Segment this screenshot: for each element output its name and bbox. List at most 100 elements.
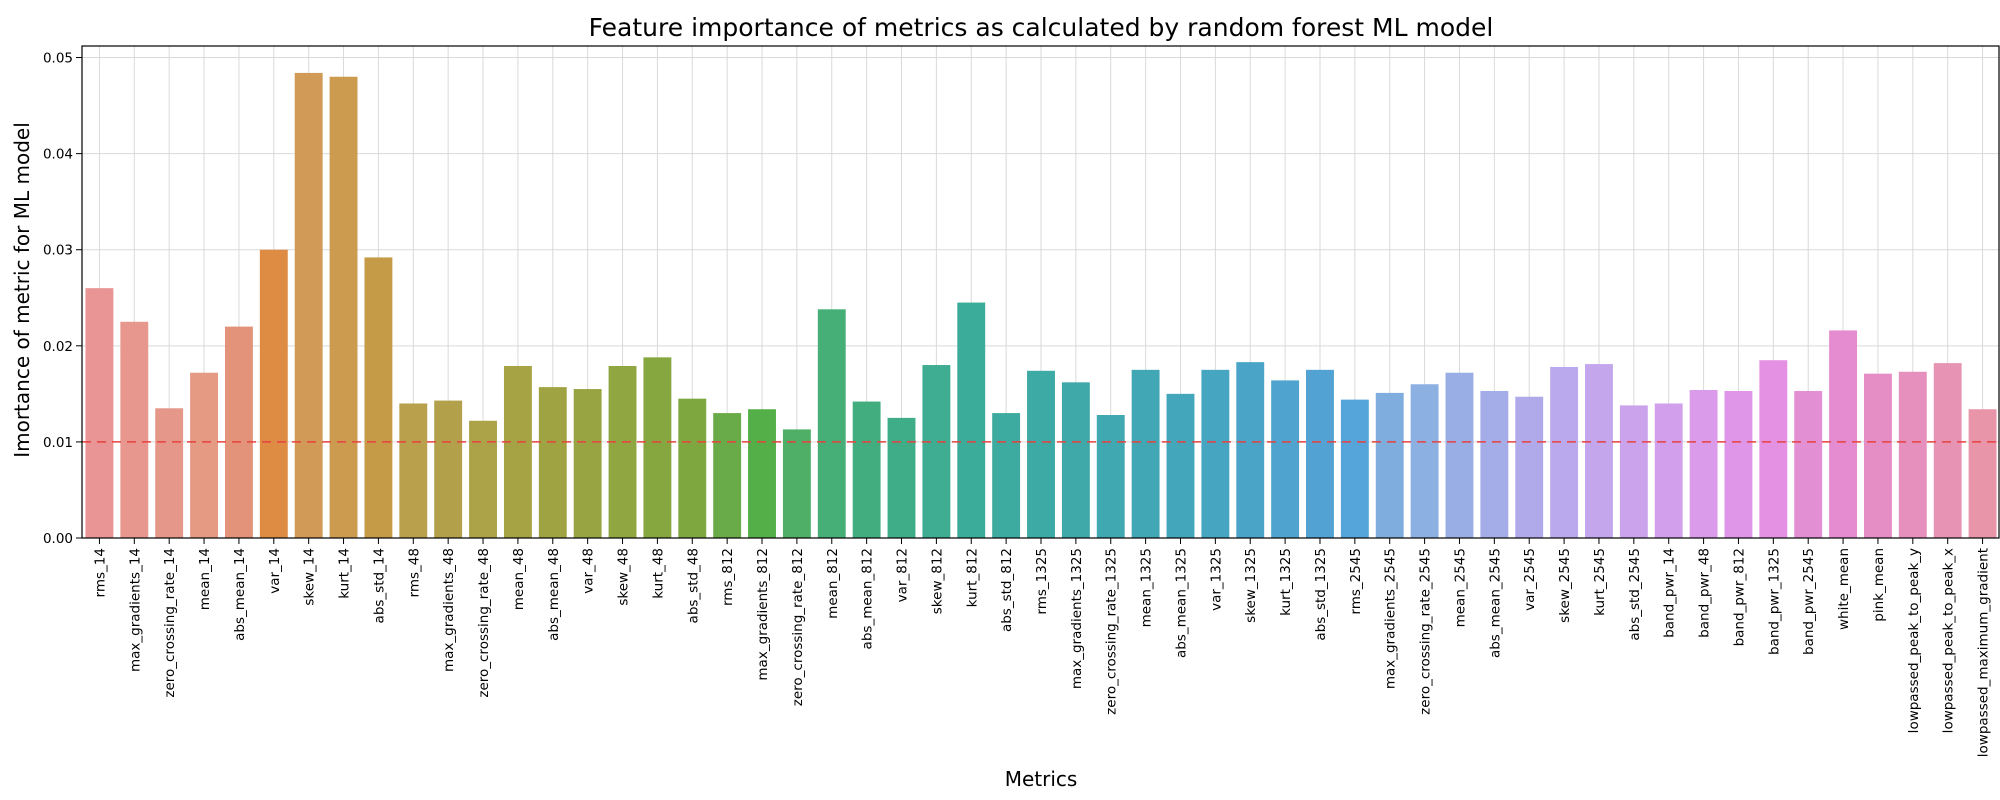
x-tick-label: rms_1325: [1034, 548, 1050, 615]
x-tick-label: abs_mean_14: [232, 548, 248, 641]
x-tick-label: rms_14: [92, 548, 108, 597]
bar: [1654, 403, 1683, 538]
bar: [294, 72, 323, 538]
bar: [1131, 369, 1160, 538]
bar: [1271, 380, 1300, 538]
bar: [1898, 371, 1927, 538]
x-tick-label: rms_48: [406, 548, 422, 597]
bar: [678, 398, 707, 538]
bar: [643, 357, 672, 538]
y-axis-label: Imortance of metric for ML model: [10, 122, 34, 458]
bar: [434, 400, 463, 538]
x-tick-label: abs_std_1325: [1313, 548, 1329, 641]
x-tick-label: zero_crossing_rate_2545: [1418, 548, 1434, 715]
y-tick-label: 0.04: [43, 147, 73, 163]
bar: [1585, 364, 1613, 538]
x-tick-label: abs_mean_48: [546, 548, 562, 641]
bar: [852, 401, 881, 538]
x-tick-label: mean_812: [825, 548, 841, 619]
x-tick-label: lowpassed_peak_to_peak_y: [1906, 548, 1922, 733]
bar: [224, 326, 253, 538]
bar: [1933, 363, 1962, 538]
y-tick-label: 0.05: [43, 51, 73, 67]
x-tick-label: mean_48: [511, 548, 527, 610]
y-tick-label: 0.03: [43, 243, 73, 259]
bar: [1759, 360, 1788, 538]
x-tick-label: band_pwr_812: [1731, 548, 1747, 646]
x-tick-label: var_2545: [1522, 548, 1538, 611]
x-tick-label: var_14: [267, 548, 283, 594]
bar: [992, 413, 1021, 538]
bar: [887, 417, 916, 538]
bar: [190, 372, 219, 538]
bar: [573, 389, 602, 538]
x-tick-label: rms_812: [720, 548, 736, 606]
bar: [1445, 372, 1474, 538]
x-tick-label: max_gradients_14: [127, 548, 143, 672]
bar: [1689, 390, 1718, 538]
bar: [1829, 330, 1858, 538]
x-tick-label: abs_mean_2545: [1487, 548, 1503, 658]
x-tick-label: zero_crossing_rate_14: [162, 548, 178, 698]
x-tick-label: skew_812: [929, 548, 945, 614]
bar: [713, 413, 742, 538]
bar: [1550, 366, 1579, 538]
bar: [1968, 409, 1997, 538]
x-tick-label: mean_1325: [1139, 548, 1155, 627]
bar: [1340, 399, 1369, 538]
bar: [399, 403, 428, 538]
bar: [1236, 362, 1265, 538]
bar: [1480, 390, 1509, 538]
bar: [1166, 393, 1195, 538]
x-tick-label: lowpassed_peak_to_peak_x: [1941, 548, 1957, 733]
x-tick-label: max_gradients_1325: [1069, 548, 1085, 689]
bar: [1061, 382, 1090, 538]
bar: [1410, 384, 1439, 538]
x-tick-label: max_gradients_812: [755, 548, 771, 681]
x-tick-label: abs_std_812: [999, 548, 1015, 632]
x-tick-label: band_pwr_48: [1697, 548, 1713, 638]
bar: [259, 249, 288, 538]
bar: [817, 309, 846, 538]
bar: [1375, 392, 1404, 538]
x-tick-label: zero_crossing_rate_1325: [1104, 548, 1120, 715]
bar: [1027, 370, 1055, 538]
bar: [748, 409, 776, 538]
bar: [329, 76, 358, 538]
bar: [1794, 390, 1823, 538]
x-tick-label: band_pwr_2545: [1801, 548, 1817, 655]
bar: [538, 387, 567, 538]
bar: [364, 257, 393, 538]
x-tick-label: kurt_14: [337, 548, 353, 599]
x-tick-label: rms_2545: [1348, 548, 1364, 615]
bar: [1619, 405, 1648, 538]
bar: [85, 288, 114, 538]
bar: [155, 408, 184, 538]
x-tick-label: mean_14: [197, 548, 213, 610]
y-tick-label: 0.01: [43, 435, 73, 451]
bar: [1306, 369, 1334, 538]
x-tick-label: var_1325: [1208, 548, 1224, 611]
chart-title: Feature importance of metrics as calcula…: [589, 13, 1494, 42]
bar: [1515, 396, 1544, 538]
bar: [957, 302, 986, 538]
x-tick-label: skew_14: [302, 548, 318, 606]
x-tick-label: max_gradients_48: [441, 548, 457, 672]
x-tick-label: kurt_48: [650, 548, 666, 599]
bar: [1096, 415, 1125, 538]
x-tick-label: kurt_2545: [1592, 548, 1608, 616]
x-axis-ticks: rms_14 max_gradients_14 zero_crossing_rate…: [92, 538, 1992, 757]
x-tick-label: zero_crossing_rate_812: [790, 548, 806, 706]
x-tick-label: white_mean: [1836, 548, 1852, 630]
x-tick-label: mean_2545: [1452, 548, 1468, 627]
x-tick-label: abs_std_14: [371, 548, 387, 623]
bar: [1724, 390, 1753, 538]
x-tick-label: band_pwr_14: [1662, 548, 1678, 638]
bar: [120, 321, 149, 538]
x-tick-label: skew_2545: [1557, 548, 1573, 623]
x-tick-label: lowpassed_maximum_gradient: [1976, 548, 1992, 757]
x-tick-label: kurt_812: [964, 548, 980, 607]
x-tick-label: abs_mean_812: [860, 548, 876, 649]
x-tick-label: var_48: [581, 548, 597, 594]
